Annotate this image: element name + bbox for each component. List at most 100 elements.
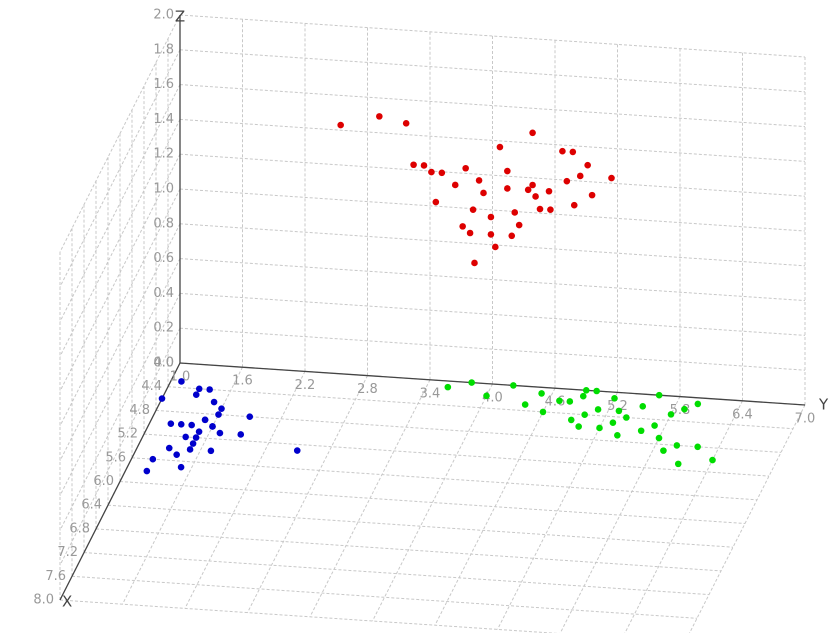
grid-line (184, 371, 306, 609)
grid-line (179, 153, 806, 197)
data-point (529, 129, 536, 137)
data-point (177, 463, 185, 471)
data-point (637, 427, 645, 435)
data-point (547, 206, 554, 214)
data-point (438, 169, 446, 177)
data-point (524, 186, 532, 194)
grid-line (59, 599, 559, 633)
z-tick-label: 2.0 (153, 8, 174, 23)
data-point (237, 431, 245, 438)
data-point (611, 395, 618, 402)
data-point (594, 406, 602, 413)
grid-line (179, 14, 806, 58)
data-point (511, 209, 519, 216)
data-point (559, 147, 566, 155)
data-point (158, 395, 166, 402)
data-point (667, 411, 675, 418)
x-tick-label: 7.6 (45, 569, 66, 584)
z-tick-label: 1.4 (153, 112, 174, 127)
grid-line (497, 392, 618, 630)
grid-line (167, 386, 794, 430)
data-point (293, 447, 301, 454)
data-point (596, 424, 603, 432)
data-point (487, 213, 495, 221)
data-point (504, 167, 511, 175)
data-point (487, 231, 495, 238)
data-point (593, 387, 600, 395)
data-point (410, 161, 417, 169)
data-point (173, 451, 180, 458)
data-point (614, 431, 621, 439)
data-point (215, 411, 222, 418)
data-point (510, 382, 517, 389)
x-tick-label: 6.0 (93, 474, 114, 489)
grid-line (71, 575, 698, 619)
grid-line (59, 293, 181, 531)
points (143, 113, 716, 475)
data-point (188, 421, 195, 429)
data-point (468, 379, 475, 386)
data-point (556, 397, 563, 405)
data-point (579, 392, 587, 400)
data-point (469, 206, 477, 213)
data-point (539, 408, 547, 416)
data-point (218, 405, 225, 412)
data-point (709, 456, 716, 464)
grid-line (372, 383, 493, 622)
data-point (246, 413, 254, 421)
grid-line (95, 528, 722, 572)
x-tick-label: 5.2 (117, 427, 138, 442)
data-point (660, 447, 667, 454)
data-point (471, 259, 478, 267)
data-point (673, 442, 681, 449)
data-point (337, 121, 344, 129)
data-point (655, 434, 663, 442)
grid-line (59, 14, 181, 253)
data-point (201, 416, 209, 424)
grid-line (247, 375, 368, 613)
data-point (462, 164, 469, 172)
z-tick-label: 0.8 (153, 216, 174, 231)
y-tick-label: 1.6 (232, 374, 253, 389)
axis-line (179, 362, 806, 406)
data-point (195, 428, 203, 435)
z-axis-title: Z (175, 8, 185, 26)
z-tick-label: 0.4 (153, 286, 174, 301)
data-point (189, 440, 197, 447)
z-tick-label: 1.6 (153, 77, 174, 92)
grid-line (559, 396, 681, 633)
y-tick-label: 2.2 (295, 378, 316, 393)
grid-line (179, 118, 806, 162)
grid-line (59, 153, 181, 392)
grid-line (179, 292, 806, 336)
grid-line (59, 84, 181, 322)
data-point (681, 405, 688, 413)
grid-line (122, 366, 243, 605)
grid-line (83, 552, 710, 596)
grid-line (119, 481, 746, 524)
grid-line (688, 404, 806, 633)
data-point (192, 391, 200, 399)
data-point (182, 433, 189, 441)
grid-line (59, 223, 181, 462)
data-point (581, 411, 588, 419)
data-point (459, 223, 466, 230)
data-point (195, 385, 203, 393)
data-point (376, 113, 383, 120)
data-point (420, 162, 428, 169)
data-point (674, 460, 682, 468)
z-tick-label: 1.2 (153, 147, 174, 162)
z-tick-label: 0.0 (153, 356, 174, 371)
data-point (167, 420, 175, 427)
data-point (532, 193, 539, 200)
data-point (165, 444, 173, 452)
data-point (475, 177, 483, 184)
grid-line (179, 84, 806, 128)
data-point (529, 181, 536, 189)
data-point (186, 446, 194, 453)
data-point (545, 187, 553, 195)
data-point (451, 181, 459, 189)
y-tick-label: 3.4 (420, 386, 441, 401)
axis-line (59, 362, 181, 601)
